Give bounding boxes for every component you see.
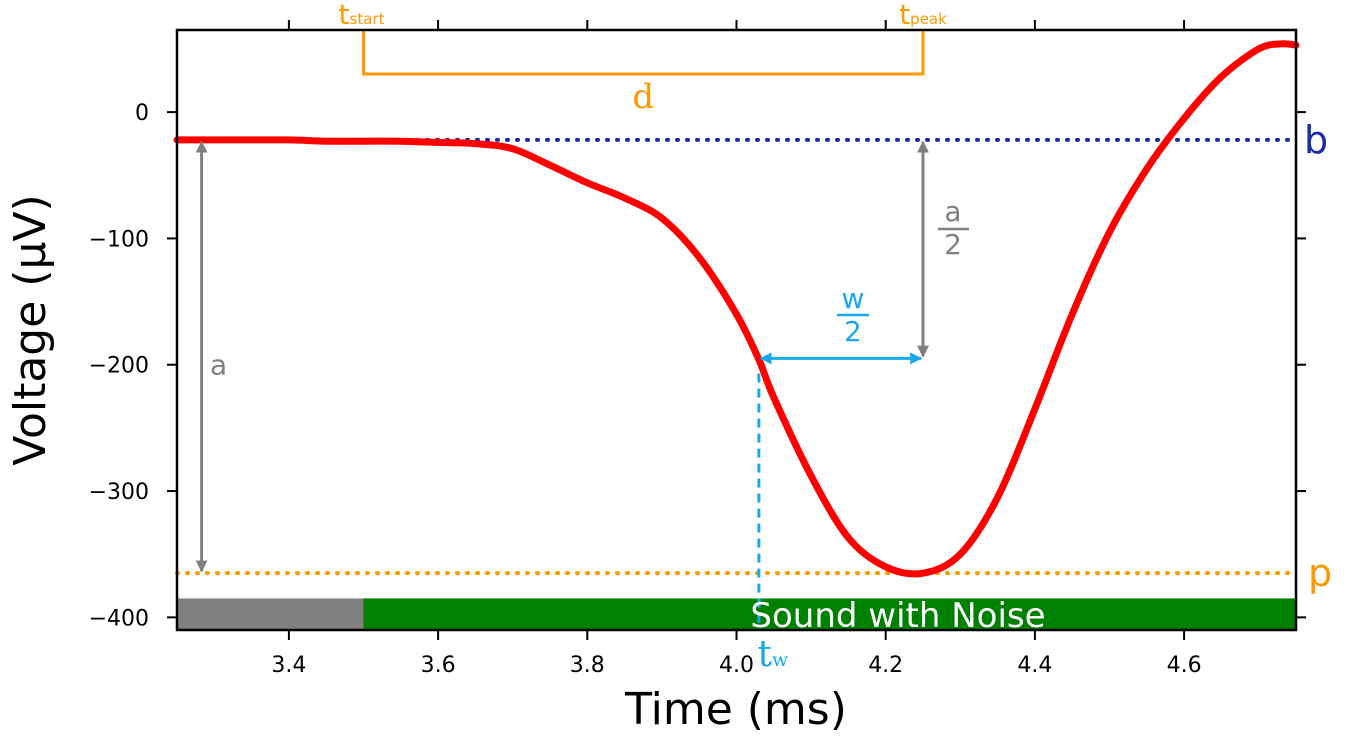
x-axis-title: Time (ms)	[624, 684, 847, 735]
amplitude-label: a	[210, 349, 227, 382]
baseline-label: b	[1304, 118, 1328, 162]
x-tick-label: 3.4	[271, 653, 306, 678]
x-tick-label: 4.2	[868, 653, 903, 678]
x-tick-label: 3.6	[421, 653, 456, 678]
y-tick-label: −300	[89, 480, 149, 505]
waveform-line	[173, 40, 1300, 578]
y-axis-title: Voltage (µV)	[5, 194, 56, 465]
x-tick-label: 4.0	[719, 653, 754, 678]
y-tick-label: 0	[135, 101, 149, 126]
x-tick-label: 4.4	[1017, 653, 1052, 678]
t-peak-label: tpeak	[899, 0, 947, 31]
peak-label: p	[1308, 551, 1332, 595]
stimulus-segment-sound	[363, 598, 1296, 630]
duration-bracket	[362, 30, 925, 76]
series	[173, 40, 1300, 578]
half-amplitude-numerator: a	[944, 195, 961, 228]
half-width-numerator: w	[841, 282, 864, 315]
y-tick-label: −100	[89, 227, 149, 252]
duration-label: d	[632, 77, 654, 117]
plot-frame	[175, 28, 1298, 632]
stimulus-bar	[177, 598, 1296, 630]
stimulus-label: Sound with Noise	[750, 596, 1045, 636]
x-tick-label: 4.6	[1167, 653, 1202, 678]
x-tick-label: 3.8	[570, 653, 605, 678]
reference-lines: bp	[175, 118, 1332, 595]
stimulus-segment-silence	[177, 598, 364, 630]
axis-ticks: 3.4 3.6 3.8 4.0 4.2 4.4 4.6 0 −100 −200 −300 −400	[89, 20, 1306, 678]
y-tick-label: −200	[89, 354, 149, 379]
half-amplitude-denominator: 2	[944, 228, 962, 261]
y-tick-label: −400	[89, 606, 149, 631]
tw-label: tw	[758, 634, 789, 675]
half-width-denominator: 2	[844, 315, 862, 348]
t-start-label: tstart	[339, 0, 385, 31]
